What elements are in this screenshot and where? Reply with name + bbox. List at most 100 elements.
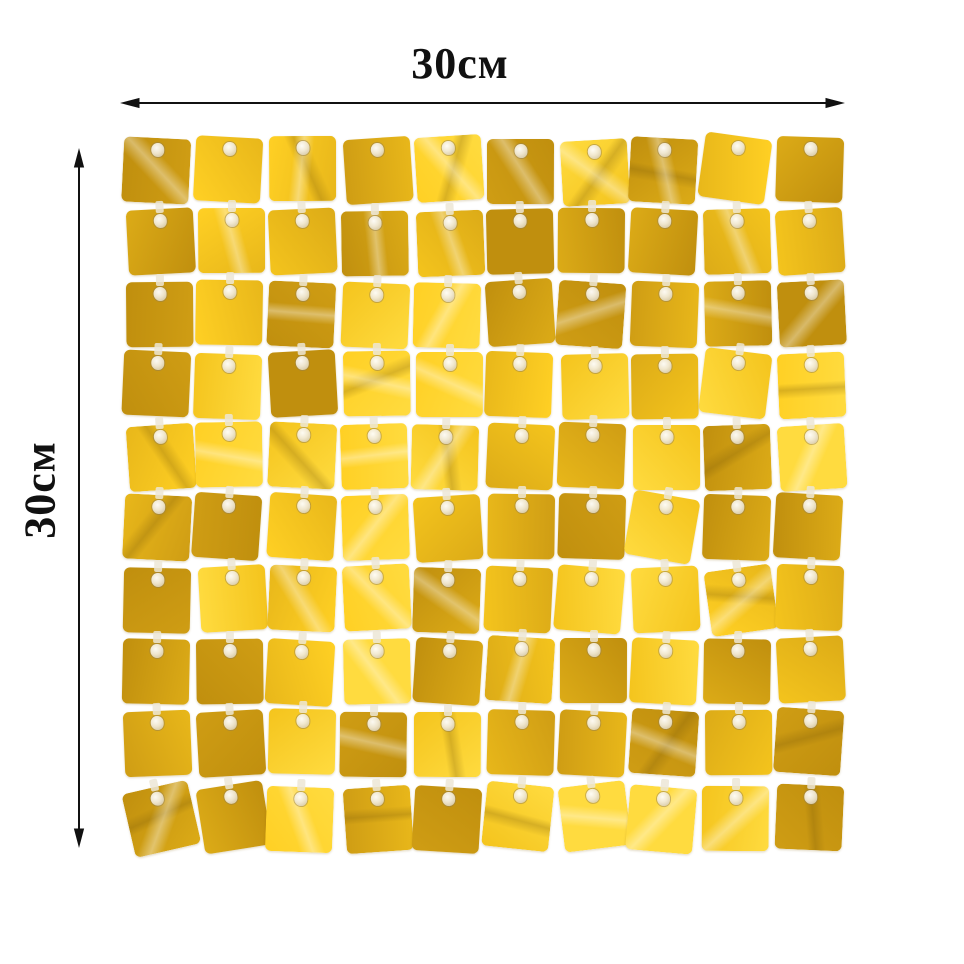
grommet-hole — [220, 498, 235, 514]
connector-pin — [588, 485, 598, 498]
connector-pin — [732, 200, 741, 213]
grommet-hole — [367, 716, 381, 731]
grommet-hole — [296, 570, 311, 586]
sequin — [343, 778, 415, 855]
grommet-hole — [221, 427, 236, 442]
connector-pin — [733, 272, 742, 285]
sequin — [705, 702, 773, 776]
grommet-hole — [222, 141, 237, 157]
width-dimension-arrow — [120, 97, 845, 109]
sequin — [483, 344, 553, 419]
grommet-hole — [152, 287, 166, 302]
grommet-hole — [801, 213, 816, 229]
sequin — [125, 274, 194, 348]
sequin — [121, 342, 192, 418]
connector-pin — [299, 414, 309, 428]
grommet-hole — [585, 427, 599, 443]
sequin — [192, 346, 263, 421]
connector-pin — [226, 557, 236, 570]
connector-pin — [153, 342, 163, 356]
sequin — [342, 135, 414, 206]
grommet-hole — [514, 429, 529, 444]
connector-pin — [733, 487, 742, 500]
grommet-hole — [296, 140, 310, 156]
grommet-hole — [441, 791, 456, 807]
sequin — [556, 703, 627, 779]
grommet-hole — [804, 285, 818, 301]
connector-pin — [223, 776, 234, 790]
grommet-hole — [367, 428, 381, 444]
width-dimension-label: 30см — [411, 39, 509, 88]
connector-pin — [515, 344, 524, 357]
sequin — [196, 630, 264, 705]
connector-pin — [441, 417, 451, 430]
sequin — [701, 487, 771, 562]
connector-pin — [372, 342, 381, 355]
grommet-hole — [293, 792, 308, 807]
connector-pin — [443, 703, 452, 716]
grommet-hole — [514, 641, 529, 657]
sequin — [557, 200, 625, 274]
sequin — [195, 271, 264, 346]
connector-pin — [151, 702, 160, 715]
sequin — [343, 342, 412, 417]
connector-pin — [372, 631, 381, 644]
sequin — [125, 416, 197, 492]
sequin — [269, 135, 337, 202]
connector-pin — [369, 415, 378, 429]
sequin — [557, 775, 633, 853]
grommet-hole — [584, 213, 598, 228]
grommet-hole — [730, 355, 745, 371]
sequin — [340, 274, 410, 350]
connector-pin — [587, 559, 597, 572]
grommet-hole — [803, 713, 818, 729]
sequin — [623, 486, 701, 565]
connector-pin — [298, 274, 308, 287]
sequin — [266, 414, 338, 490]
grommet-hole — [802, 498, 817, 513]
sequin — [267, 200, 338, 276]
sequin — [123, 560, 192, 635]
sequin — [342, 631, 412, 706]
sequin — [627, 200, 699, 276]
grommet-hole — [583, 571, 598, 587]
grommet-hole — [586, 642, 600, 657]
grommet-hole — [149, 790, 165, 807]
grommet-hole — [803, 429, 818, 445]
connector-pin — [588, 273, 598, 287]
connector-pin — [660, 200, 670, 214]
grommet-hole — [732, 715, 746, 730]
connector-pin — [153, 560, 163, 573]
grommet-hole — [294, 644, 309, 660]
connector-pin — [371, 557, 380, 570]
sequin — [483, 558, 554, 634]
connector-pin — [225, 630, 234, 643]
grommet-hole — [151, 573, 165, 588]
sequin — [267, 700, 336, 775]
sequin — [629, 630, 700, 706]
grommet-hole — [370, 355, 384, 370]
grommet-hole — [802, 641, 817, 656]
sequin — [627, 701, 700, 777]
connector-pin — [806, 776, 816, 790]
connector-pin — [445, 630, 455, 643]
connector-pin — [515, 558, 525, 571]
grommet-hole — [587, 358, 602, 373]
grommet-hole — [225, 212, 239, 227]
grommet-hole — [442, 215, 456, 231]
connector-pin — [734, 342, 745, 356]
sequin-panel — [121, 131, 849, 858]
grommet-hole — [296, 427, 310, 443]
sequin — [773, 700, 845, 777]
connector-pin — [299, 485, 309, 499]
grommet-hole — [803, 569, 817, 585]
connector-pin — [154, 201, 163, 214]
connector-pin — [590, 345, 599, 358]
connector-pin — [806, 557, 815, 570]
sequin — [702, 200, 772, 275]
connector-pin — [660, 345, 669, 359]
sequin — [412, 630, 484, 706]
grommet-hole — [370, 644, 384, 659]
sequin — [776, 272, 847, 348]
grommet-hole — [804, 358, 818, 373]
